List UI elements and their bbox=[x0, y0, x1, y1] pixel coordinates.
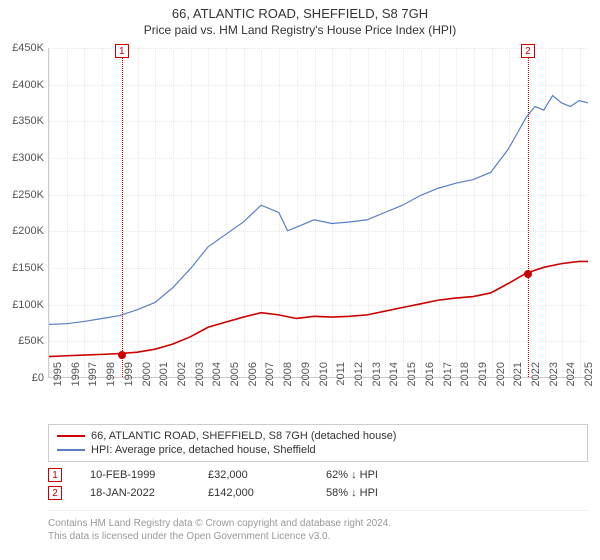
sale-row-marker: 1 bbox=[48, 468, 62, 482]
y-axis-tick-label: £0 bbox=[0, 372, 44, 384]
sale-date: 18-JAN-2022 bbox=[90, 487, 180, 499]
sale-date: 10-FEB-1999 bbox=[90, 469, 180, 481]
sale-delta: 58% ↓ HPI bbox=[326, 487, 416, 499]
legend-item: HPI: Average price, detached house, Shef… bbox=[57, 443, 579, 457]
legend-swatch bbox=[57, 449, 85, 451]
footer-attribution: Contains HM Land Registry data © Crown c… bbox=[48, 510, 588, 543]
footer-line-1: Contains HM Land Registry data © Crown c… bbox=[48, 517, 588, 530]
legend-label: 66, ATLANTIC ROAD, SHEFFIELD, S8 7GH (de… bbox=[91, 430, 396, 442]
chart-container: 66, ATLANTIC ROAD, SHEFFIELD, S8 7GH Pri… bbox=[0, 0, 600, 560]
sale-marker-line bbox=[122, 48, 123, 377]
y-axis-tick-label: £300K bbox=[0, 152, 44, 164]
y-axis-tick-label: £450K bbox=[0, 42, 44, 54]
sale-point-dot bbox=[524, 270, 532, 278]
y-axis-tick-label: £200K bbox=[0, 225, 44, 237]
footer-line-2: This data is licensed under the Open Gov… bbox=[48, 530, 588, 543]
y-axis-tick-label: £100K bbox=[0, 299, 44, 311]
sale-point-dot bbox=[118, 351, 126, 359]
sale-delta: 62% ↓ HPI bbox=[326, 469, 416, 481]
sale-marker-line bbox=[528, 48, 529, 377]
chart-title: 66, ATLANTIC ROAD, SHEFFIELD, S8 7GH bbox=[0, 0, 600, 21]
sale-row-marker: 2 bbox=[48, 486, 62, 500]
y-axis-tick-label: £400K bbox=[0, 79, 44, 91]
sale-marker-box: 1 bbox=[115, 44, 129, 58]
legend-item: 66, ATLANTIC ROAD, SHEFFIELD, S8 7GH (de… bbox=[57, 429, 579, 443]
sale-row: 1 10-FEB-1999 £32,000 62% ↓ HPI bbox=[48, 466, 588, 484]
sale-marker-box: 2 bbox=[521, 44, 535, 58]
sale-row: 2 18-JAN-2022 £142,000 58% ↓ HPI bbox=[48, 484, 588, 502]
sale-price: £32,000 bbox=[208, 469, 298, 481]
y-axis-tick-label: £250K bbox=[0, 189, 44, 201]
y-axis-tick-label: £50K bbox=[0, 335, 44, 347]
sales-table: 1 10-FEB-1999 £32,000 62% ↓ HPI 2 18-JAN-2022… bbox=[48, 466, 588, 502]
series-line bbox=[49, 261, 588, 356]
legend-label: HPI: Average price, detached house, Shef… bbox=[91, 444, 316, 456]
chart-subtitle: Price paid vs. HM Land Registry's House … bbox=[0, 21, 600, 41]
y-axis-tick-label: £350K bbox=[0, 115, 44, 127]
series-line bbox=[49, 96, 588, 325]
legend-swatch bbox=[57, 435, 85, 437]
sale-price: £142,000 bbox=[208, 487, 298, 499]
line-series-svg bbox=[49, 48, 588, 377]
plot-area: 12 bbox=[48, 48, 588, 378]
y-axis-tick-label: £150K bbox=[0, 262, 44, 274]
legend-box: 66, ATLANTIC ROAD, SHEFFIELD, S8 7GH (de… bbox=[48, 424, 588, 462]
